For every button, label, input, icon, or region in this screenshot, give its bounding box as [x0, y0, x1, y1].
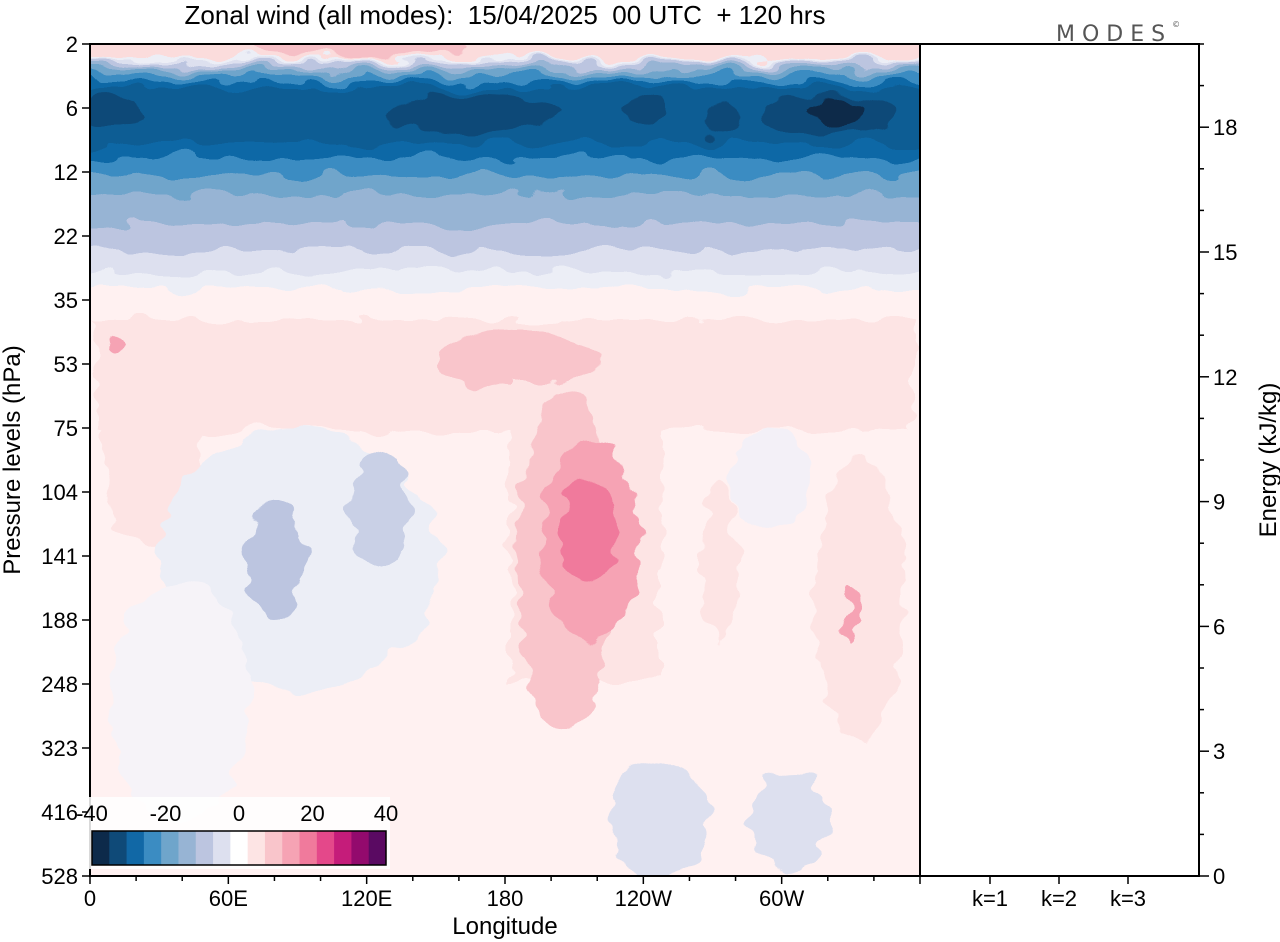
colorbar-swatch — [230, 831, 249, 865]
y-axis: 2 6 12 22 35 53 75 104 141 188 248 323 416 528 — [41, 32, 90, 889]
energy-bar — [1106, 875, 1150, 877]
x-tick-label: 120W — [615, 886, 673, 911]
x-tick-label: 60W — [759, 886, 804, 911]
colorbar-swatch — [178, 831, 197, 865]
energy-bars: k=1 k=2 k=3 — [968, 875, 1150, 911]
x-tick-label: 0 — [84, 886, 96, 911]
y-tick-label: 12 — [54, 160, 78, 185]
energy-tick-label: 15 — [1213, 240, 1237, 265]
x-tick-label: 180 — [487, 886, 524, 911]
colorbar-swatch — [247, 831, 266, 865]
y-axis-title: Pressure levels (hPa) — [0, 345, 26, 574]
x-axis: 0 60E 120E 180 120W 60W — [84, 876, 921, 911]
y-tick-label: 141 — [41, 544, 78, 569]
colorbar-tick-label: 0 — [233, 801, 245, 826]
colorbar-tick-label: 20 — [300, 801, 324, 826]
colorbar-tick-label: -20 — [150, 801, 182, 826]
y-tick-label: 248 — [41, 672, 78, 697]
energy-tick-label: 9 — [1213, 490, 1225, 515]
y-tick-label: 188 — [41, 608, 78, 633]
y-tick-label: 416 — [41, 800, 78, 825]
y-tick-label: 53 — [54, 352, 78, 377]
energy-tick-label: 12 — [1213, 365, 1237, 390]
x-axis-title: Longitude — [452, 913, 557, 940]
energy-category-label: k=2 — [1041, 886, 1077, 911]
colorbar-swatch — [351, 831, 370, 865]
energy-tick-label: 18 — [1213, 115, 1237, 140]
y-tick-label: 2 — [66, 32, 78, 57]
colorbar: -40 -20 0 20 40 — [76, 797, 398, 869]
y-tick-label: 22 — [54, 224, 78, 249]
y-tick-label: 35 — [54, 288, 78, 313]
colorbar-tick-label: -40 — [76, 801, 108, 826]
colorbar-swatch — [143, 831, 162, 865]
x-tick-label: 60E — [209, 886, 248, 911]
colorbar-tick-label: 40 — [374, 801, 398, 826]
modes-logo: MODES© — [1056, 20, 1181, 47]
colorbar-swatch — [195, 831, 214, 865]
energy-panel-frame — [919, 43, 1200, 877]
colorbar-swatch — [282, 831, 301, 865]
colorbar-swatch — [109, 831, 128, 865]
energy-tick-label: 6 — [1213, 614, 1225, 639]
colorbar-swatch — [334, 831, 352, 865]
energy-axis: 0 3 6 9 12 15 18 — [1199, 43, 1237, 889]
colorbar-swatch — [264, 831, 283, 865]
chart-title: Zonal wind (all modes): 15/04/2025 00 UT… — [184, 0, 826, 30]
y-tick-label: 323 — [41, 736, 78, 761]
energy-axis-title: Energy (kJ/kg) — [1255, 383, 1280, 538]
colorbar-frame — [91, 830, 387, 866]
y-tick-label: 75 — [54, 416, 78, 441]
energy-tick-label: 3 — [1213, 739, 1225, 764]
x-tick-label: 120E — [341, 886, 392, 911]
colorbar-swatch — [213, 831, 231, 865]
y-tick-label: 104 — [41, 480, 78, 505]
energy-bar — [1037, 875, 1081, 877]
colorbar-swatch — [92, 831, 110, 865]
colorbar-swatch — [316, 831, 335, 865]
colorbar-swatch — [161, 831, 179, 865]
colorbar-swatch — [368, 831, 387, 865]
y-tick-label: 528 — [41, 864, 78, 889]
y-tick-label: 6 — [66, 96, 78, 121]
heatmap-field — [90, 44, 920, 876]
colorbar-swatch — [126, 831, 145, 865]
energy-category-label: k=3 — [1110, 886, 1146, 911]
colorbar-swatch — [299, 831, 318, 865]
energy-category-label: k=1 — [972, 886, 1008, 911]
energy-bar — [968, 875, 1012, 877]
energy-tick-label: 0 — [1213, 864, 1225, 889]
